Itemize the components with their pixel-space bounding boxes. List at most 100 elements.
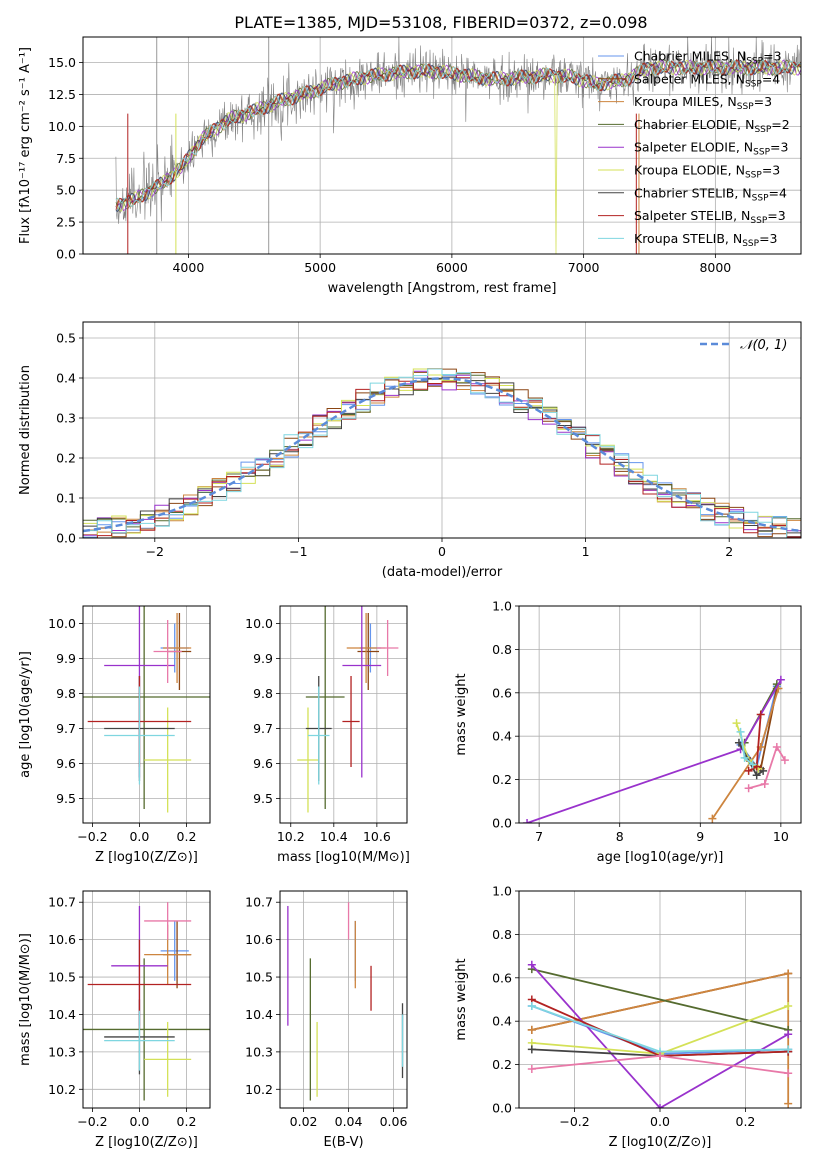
weight-marker	[656, 1051, 664, 1060]
z-weight-axes: −0.2 0.0 0.2 0.0 0.2 0.4 0.6 0.8 1.0 Z [log10(Z/Z…	[454, 884, 802, 1150]
weight-marker	[740, 753, 749, 762]
y-tick-label: 9.6	[56, 756, 76, 771]
age-weight-frame	[518, 605, 802, 824]
spectrum-model-line	[115, 59, 801, 210]
weight-line	[531, 964, 789, 1108]
x-tick-label: 2	[725, 544, 733, 559]
legend-entry: Chabrier STELIB, NSSP=4	[634, 185, 787, 203]
x-tick-label: 0.02	[290, 1114, 318, 1129]
z-mass-axes: −0.2 0.0 0.2 10.2 10.3 10.4 10.5 10.6 10.7 Z [log…	[18, 890, 211, 1150]
weight-marker	[756, 710, 765, 719]
weight-line	[748, 744, 786, 790]
ebv-mass-frame	[279, 890, 408, 1109]
y-tick-label: 10.7	[48, 895, 76, 910]
residuals-y-axis-label: Normed distribution	[18, 365, 33, 495]
weight-line	[531, 968, 789, 1031]
y-tick-label: 10.2	[245, 1082, 273, 1097]
legend-entry: 𝒩(0, 1)	[740, 338, 787, 353]
z-weight-y-axis-label: mass weight	[454, 958, 469, 1040]
y-tick-label: 9.5	[56, 791, 76, 806]
z-mass-frame	[82, 890, 211, 1109]
weight-marker	[527, 1002, 536, 1011]
y-tick-label: 10.0	[245, 616, 273, 631]
y-tick-label: 7.5	[56, 151, 76, 166]
weight-marker	[732, 719, 741, 728]
y-tick-label: 0.8	[492, 927, 512, 942]
weight-marker	[736, 727, 745, 736]
z-age-plot-area	[83, 606, 210, 813]
x-tick-label: 0.0	[129, 1114, 149, 1129]
mass-age-x-axis-label: mass [log10(M/M⊙)]	[277, 850, 410, 865]
age-weight-axes: 7 8 9 10 0.0 0.2 0.4 0.6 0.8 1.0 age [log10(age/yr…	[454, 599, 802, 865]
y-tick-label: 0.2	[492, 772, 512, 787]
x-tick-label: 6000	[436, 260, 468, 275]
z-age-x-axis-label: Z [log10(Z/Z⊙)]	[95, 850, 198, 865]
z-age-frame	[82, 605, 211, 824]
y-tick-label: 0.0	[492, 816, 512, 831]
y-tick-label: 10.0	[48, 616, 76, 631]
weight-marker	[527, 1045, 536, 1054]
y-tick-label: 0.0	[56, 247, 76, 262]
weight-marker	[759, 766, 768, 775]
x-tick-label: 0.0	[129, 829, 149, 844]
spectrum-x-axis-label: wavelength [Angstrom, rest frame]	[328, 281, 557, 296]
y-tick-label: 10.4	[245, 1007, 273, 1022]
y-tick-label: 9.8	[253, 686, 273, 701]
y-tick-label: 12.5	[48, 87, 76, 102]
y-tick-label: 10.6	[48, 932, 76, 947]
x-tick-label: 0.0	[650, 1114, 670, 1129]
weight-marker	[780, 756, 789, 765]
z-age-y-axis-label: age [log10(age/yr)]	[18, 651, 33, 778]
x-tick-label: 5000	[304, 260, 336, 275]
age-weight-y-axis-label: mass weight	[454, 673, 469, 755]
weight-marker	[772, 743, 781, 752]
z-weight-plot-area	[527, 960, 793, 1108]
figure-title: PLATE=1385, MJD=53108, FIBERID=0372, z=0…	[234, 13, 647, 32]
z-weight-frame	[518, 890, 802, 1109]
x-tick-label: 9	[696, 829, 704, 844]
weight-marker	[784, 1069, 793, 1078]
residuals-plot-area	[83, 368, 801, 538]
weight-marker	[744, 784, 753, 793]
legend-entry: Salpeter STELIB, NSSP=3	[634, 208, 786, 226]
spectrum-y-axis-label: Flux [fλ10⁻¹⁷ erg cm⁻² s⁻¹ A⁻¹]	[18, 47, 33, 244]
x-tick-label: −1	[289, 544, 307, 559]
y-tick-label: 15.0	[48, 55, 76, 70]
gaussian-reference-line	[83, 377, 801, 533]
y-tick-label: 10.7	[245, 895, 273, 910]
mass-age-plot-area	[297, 606, 399, 813]
mass-age-axes: 10.2 10.4 10.6 9.5 9.6 9.7 9.8 9.9 10.0 mass [log…	[245, 605, 410, 865]
y-tick-label: 9.5	[253, 791, 273, 806]
x-tick-label: −2	[146, 544, 164, 559]
y-tick-label: 10.5	[245, 970, 273, 985]
x-tick-label: −0.2	[77, 1114, 107, 1129]
weight-marker	[760, 779, 769, 788]
y-tick-label: 10.6	[245, 932, 273, 947]
spectrum-model-line	[115, 59, 801, 208]
y-tick-label: 9.7	[253, 721, 273, 736]
x-tick-label: 0.2	[177, 829, 197, 844]
legend-entry: Chabrier MILES, NSSP=3	[634, 49, 782, 67]
weight-marker	[784, 1002, 793, 1011]
y-tick-label: 0.8	[492, 642, 512, 657]
weight-marker	[523, 819, 532, 823]
x-tick-label: 7	[535, 829, 543, 844]
weight-marker	[527, 960, 536, 969]
y-tick-label: 0.0	[492, 1101, 512, 1116]
y-tick-label: 0.4	[492, 1014, 512, 1029]
y-tick-label: 0.2	[492, 1057, 512, 1072]
x-tick-label: 0.2	[736, 1114, 756, 1129]
legend-entry: Salpeter MILES, NSSP=4	[634, 71, 780, 89]
residual-histogram	[83, 377, 801, 538]
spectrum-legend: Chabrier MILES, NSSP=3 Salpeter MILES, NS…	[598, 49, 790, 249]
y-tick-label: 9.9	[56, 651, 76, 666]
legend-entry: Salpeter ELODIE, NSSP=3	[634, 140, 788, 158]
x-tick-label: 1	[582, 544, 590, 559]
y-tick-label: 9.8	[56, 686, 76, 701]
weight-marker	[776, 675, 785, 684]
y-tick-label: 0.4	[492, 729, 512, 744]
ebv-mass-plot-area	[287, 902, 404, 1101]
x-tick-label: 10.2	[277, 829, 305, 844]
residual-histogram	[83, 376, 801, 534]
weight-marker	[656, 1104, 664, 1108]
